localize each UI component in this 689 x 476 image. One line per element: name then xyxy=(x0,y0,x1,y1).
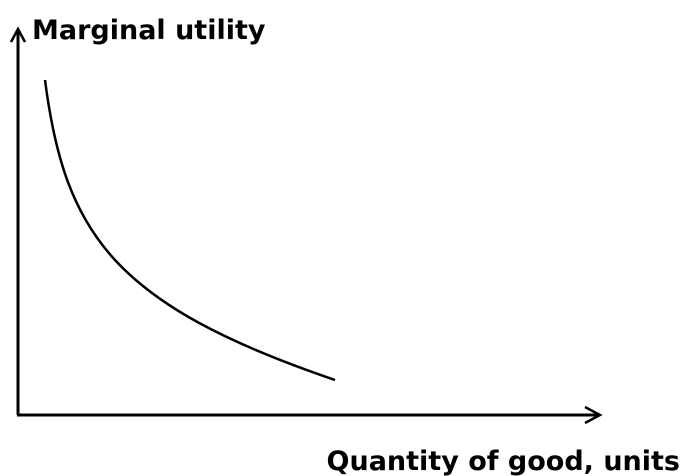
x-axis-arrow xyxy=(584,405,603,425)
x-axis-label: Quantity of good, units xyxy=(327,446,680,476)
y-axis-arrow xyxy=(9,26,27,43)
marginal-utility-curve xyxy=(43,79,336,382)
y-axis-label: Marginal utility xyxy=(32,15,266,46)
